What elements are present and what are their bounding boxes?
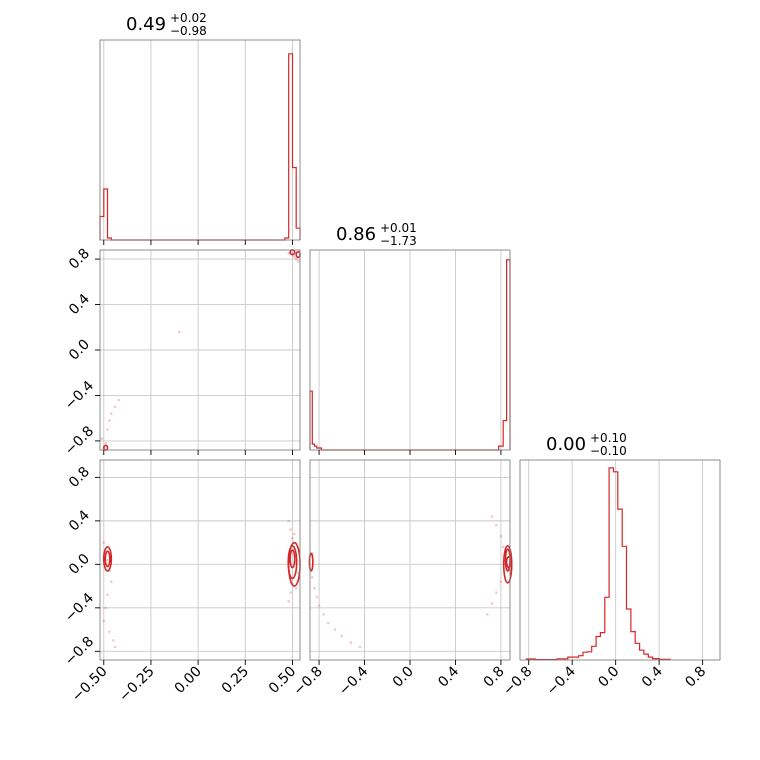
sample-point-1-0-11 xyxy=(108,419,111,422)
contour-2-1-0 xyxy=(308,552,314,572)
title-plus-1: +0.01 xyxy=(380,221,417,235)
sample-point-2-1-3 xyxy=(317,604,321,607)
sample-point-2-1-19 xyxy=(490,602,494,605)
sample-point-2-0-9 xyxy=(111,639,115,642)
sample-point-2-0-19 xyxy=(287,600,290,603)
title-value-1: 0.86 xyxy=(336,224,376,245)
sample-point-2-1-13 xyxy=(499,534,503,538)
title-plus-2: +0.10 xyxy=(590,431,627,445)
sample-point-2-0-10 xyxy=(113,645,117,649)
panel-2-1: −0.8 −0.4 0.0 0.4 0.8 xyxy=(291,459,513,699)
sample-point-1-0-15 xyxy=(177,330,181,334)
y-tick-label-1-2: 0.0 xyxy=(66,336,93,363)
contour-2-0-0 xyxy=(104,550,111,568)
y-tick-label-2-0: −0.8 xyxy=(62,634,97,669)
sample-point-1-0-10 xyxy=(106,428,109,431)
x-tick-label-1-3: 0.4 xyxy=(435,663,462,690)
panel-0-0: 0.49 +0.02−0.98 xyxy=(99,11,301,245)
sample-point-2-1-8 xyxy=(349,641,353,644)
sample-point-1-0-13 xyxy=(113,405,117,409)
contour-1-0-2 xyxy=(102,444,109,451)
x-tick-label-1-2: 0.0 xyxy=(390,664,417,691)
sample-point-2-1-14 xyxy=(501,545,505,549)
x-tick-label-2-3: 0.4 xyxy=(639,663,666,690)
sample-point-1-0-12 xyxy=(110,412,113,415)
title-minus-1: −1.73 xyxy=(380,234,417,248)
title-plus-0: +0.02 xyxy=(170,11,207,25)
histogram-2 xyxy=(525,467,671,661)
sample-point-2-0-18 xyxy=(289,591,292,594)
sample-point-2-0-11 xyxy=(287,519,290,523)
sample-point-1-0-14 xyxy=(117,398,121,402)
x-tick-label-2-4: 0.8 xyxy=(682,664,709,691)
sample-point-2-1-5 xyxy=(326,621,330,625)
sample-point-2-1-9 xyxy=(358,645,362,649)
sample-point-2-0-8 xyxy=(108,630,111,634)
sample-point-1-0-9 xyxy=(100,437,104,440)
sample-point-2-1-6 xyxy=(333,628,337,631)
x-tick-label-1-1: −0.4 xyxy=(336,663,371,698)
title-value-0: 0.49 xyxy=(126,14,166,35)
sample-point-1-0-3 xyxy=(294,257,298,261)
sample-point-2-1-18 xyxy=(495,591,498,594)
sample-point-1-0-5 xyxy=(296,260,300,263)
x-tick-label-0-2: 0.00 xyxy=(172,664,205,697)
x-tick-label-0-0: −0.50 xyxy=(69,664,111,706)
y-tick-label-2-1: −0.4 xyxy=(62,590,97,625)
sample-point-2-0-6 xyxy=(104,606,107,610)
panel-frame-2-0 xyxy=(99,459,301,661)
y-tick-label-1-0: −0.8 xyxy=(62,423,97,458)
sample-point-2-0-2 xyxy=(106,558,109,562)
contour-1-0-1 xyxy=(295,250,301,259)
panel-2-0: −0.8−0.40.00.40.8−0.50 −0.25 0.00 0.25 0.50 xyxy=(62,459,301,706)
sample-point-2-1-1 xyxy=(313,586,316,590)
sample-point-2-0-4 xyxy=(110,580,113,584)
y-tick-label-2-3: 0.4 xyxy=(66,507,93,534)
y-tick-label-1-3: 0.4 xyxy=(66,291,93,318)
sample-point-2-1-2 xyxy=(315,595,319,599)
histogram-1 xyxy=(309,259,511,451)
x-tick-label-2-1: −0.4 xyxy=(544,663,579,698)
x-tick-label-2-0: −0.8 xyxy=(500,664,535,699)
sample-point-2-1-0 xyxy=(310,576,314,579)
x-tick-label-0-3: 0.25 xyxy=(219,664,252,697)
title-minus-2: −0.10 xyxy=(590,444,627,458)
y-tick-label-2-2: 0.0 xyxy=(66,551,93,578)
sample-point-1-0-2 xyxy=(293,255,296,259)
title-value-2: 0.00 xyxy=(546,434,586,455)
contour-2-0-2 xyxy=(289,549,296,569)
contour-2-1-3 xyxy=(505,555,512,569)
contour-2-0-1 xyxy=(102,546,113,572)
y-tick-label-2-4: 0.8 xyxy=(66,464,93,491)
sample-point-2-0-13 xyxy=(291,536,294,540)
sample-point-2-1-7 xyxy=(340,634,344,638)
panel-frame-0-0 xyxy=(99,39,301,241)
y-tick-label-1-4: 0.8 xyxy=(66,246,93,273)
panel-1-0: −0.8 −0.4 0.0 0.4 0.8 xyxy=(62,246,301,459)
x-tick-label-0-1: −0.25 xyxy=(116,664,158,706)
sample-point-2-0-20 xyxy=(293,532,296,536)
sample-point-2-1-12 xyxy=(495,523,498,527)
sample-point-2-1-11 xyxy=(490,515,494,518)
sample-point-2-0-5 xyxy=(106,593,109,597)
x-tick-label-2-2: 0.0 xyxy=(595,664,622,691)
sample-point-2-0-7 xyxy=(102,619,106,623)
sample-point-2-1-4 xyxy=(322,613,325,616)
sample-point-2-0-0 xyxy=(102,541,106,544)
sample-point-2-0-21 xyxy=(294,586,298,590)
sample-point-2-1-20 xyxy=(485,613,489,616)
y-tick-label-1-1: −0.4 xyxy=(62,378,97,413)
sample-point-2-1-17 xyxy=(499,580,503,584)
sample-point-2-0-12 xyxy=(289,528,292,531)
panel-1-1: 0.86 +0.01−1.73 xyxy=(309,221,511,455)
panel-frame-2-2 xyxy=(519,459,721,661)
x-tick-label-1-0: −0.8 xyxy=(291,664,326,699)
panel-2-2: 0.00 +0.10−0.10 −0.8 −0.4 0.0 0.4 0.8 xyxy=(500,431,721,699)
title-minus-0: −0.98 xyxy=(170,24,207,38)
sample-point-1-0-8 xyxy=(104,441,107,445)
sample-point-1-0-6 xyxy=(287,252,290,255)
histogram-0 xyxy=(99,53,301,241)
